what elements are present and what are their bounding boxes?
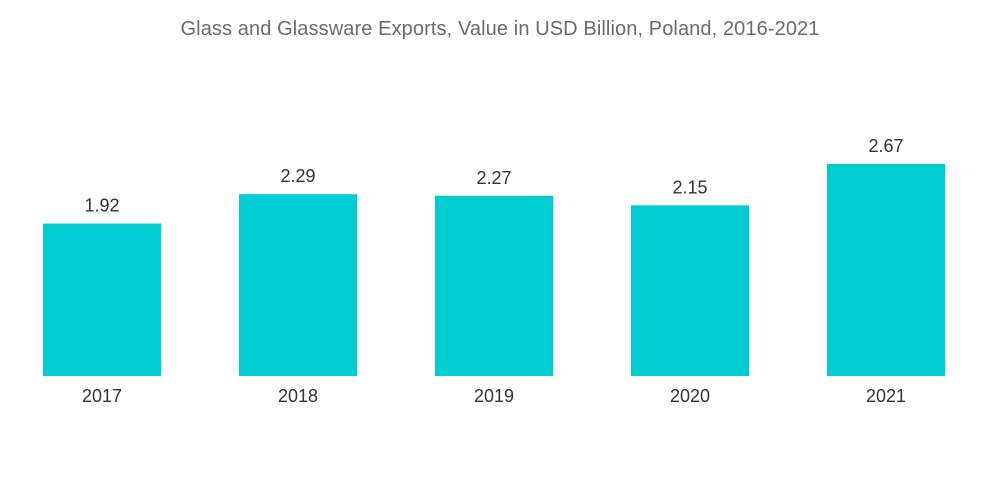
value-label-2019: 2.27	[476, 168, 511, 188]
value-label-2017: 1.92	[84, 196, 119, 216]
bar-2018	[239, 194, 357, 376]
bar-2020	[631, 205, 749, 376]
value-label-2020: 2.15	[672, 177, 707, 197]
chart-title: Glass and Glassware Exports, Value in US…	[180, 18, 820, 40]
bar-2019	[435, 195, 553, 376]
bars-group	[43, 164, 945, 376]
x-tick-2019: 2019	[474, 386, 514, 406]
x-tick-2018: 2018	[278, 386, 318, 406]
x-tick-2020: 2020	[670, 386, 710, 406]
value-label-2021: 2.67	[868, 136, 903, 156]
x-axis-tick-labels: 2017 2018 2019 2020 2021	[82, 386, 906, 406]
x-tick-2017: 2017	[82, 386, 122, 406]
bar-2017	[43, 223, 161, 376]
bar-2021	[827, 164, 945, 376]
value-labels-group: 1.92 2.29 2.27 2.15 2.67	[84, 136, 903, 216]
value-label-2018: 2.29	[280, 166, 315, 186]
x-tick-2021: 2021	[866, 386, 906, 406]
